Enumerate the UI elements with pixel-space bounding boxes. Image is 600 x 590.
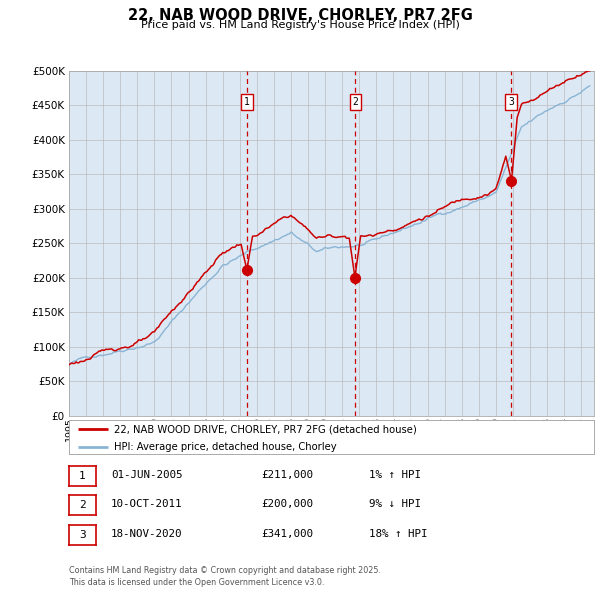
- Text: 10-OCT-2011: 10-OCT-2011: [111, 500, 182, 509]
- Text: Price paid vs. HM Land Registry's House Price Index (HPI): Price paid vs. HM Land Registry's House …: [140, 20, 460, 30]
- Text: 22, NAB WOOD DRIVE, CHORLEY, PR7 2FG: 22, NAB WOOD DRIVE, CHORLEY, PR7 2FG: [128, 8, 472, 22]
- Text: 3: 3: [79, 530, 86, 539]
- Text: 2: 2: [353, 97, 358, 107]
- Text: 9% ↓ HPI: 9% ↓ HPI: [369, 500, 421, 509]
- Text: 1: 1: [79, 471, 86, 480]
- Text: Contains HM Land Registry data © Crown copyright and database right 2025.
This d: Contains HM Land Registry data © Crown c…: [69, 566, 381, 587]
- Text: 2: 2: [79, 500, 86, 510]
- Text: 18-NOV-2020: 18-NOV-2020: [111, 529, 182, 539]
- Text: 22, NAB WOOD DRIVE, CHORLEY, PR7 2FG (detached house): 22, NAB WOOD DRIVE, CHORLEY, PR7 2FG (de…: [113, 424, 416, 434]
- Text: 1% ↑ HPI: 1% ↑ HPI: [369, 470, 421, 480]
- Text: 01-JUN-2005: 01-JUN-2005: [111, 470, 182, 480]
- Text: £200,000: £200,000: [261, 500, 313, 509]
- Text: £211,000: £211,000: [261, 470, 313, 480]
- Text: 3: 3: [508, 97, 514, 107]
- Text: £341,000: £341,000: [261, 529, 313, 539]
- Text: 18% ↑ HPI: 18% ↑ HPI: [369, 529, 427, 539]
- Text: 1: 1: [244, 97, 250, 107]
- Text: HPI: Average price, detached house, Chorley: HPI: Average price, detached house, Chor…: [113, 442, 336, 452]
